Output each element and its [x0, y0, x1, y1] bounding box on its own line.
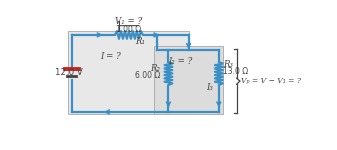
Text: I₂ = ?: I₂ = ? [168, 57, 192, 66]
Text: V₁ = ?: V₁ = ? [115, 17, 143, 26]
Text: 12.0 V: 12.0 V [55, 68, 83, 77]
Text: 13.0 Ω: 13.0 Ω [223, 67, 249, 76]
Text: Vₚ = V − V₁ = ?: Vₚ = V − V₁ = ? [241, 77, 301, 85]
Bar [154, 46, 223, 114]
Text: 1.00 Ω: 1.00 Ω [116, 25, 142, 34]
Text: I = ?: I = ? [100, 52, 121, 61]
Text: R₃: R₃ [223, 60, 234, 69]
Bar [68, 31, 189, 114]
Text: 6.00 Ω: 6.00 Ω [135, 71, 160, 80]
Text: R₁: R₁ [135, 37, 145, 46]
Text: I₃: I₃ [206, 83, 213, 92]
Text: R₂: R₂ [150, 64, 160, 73]
